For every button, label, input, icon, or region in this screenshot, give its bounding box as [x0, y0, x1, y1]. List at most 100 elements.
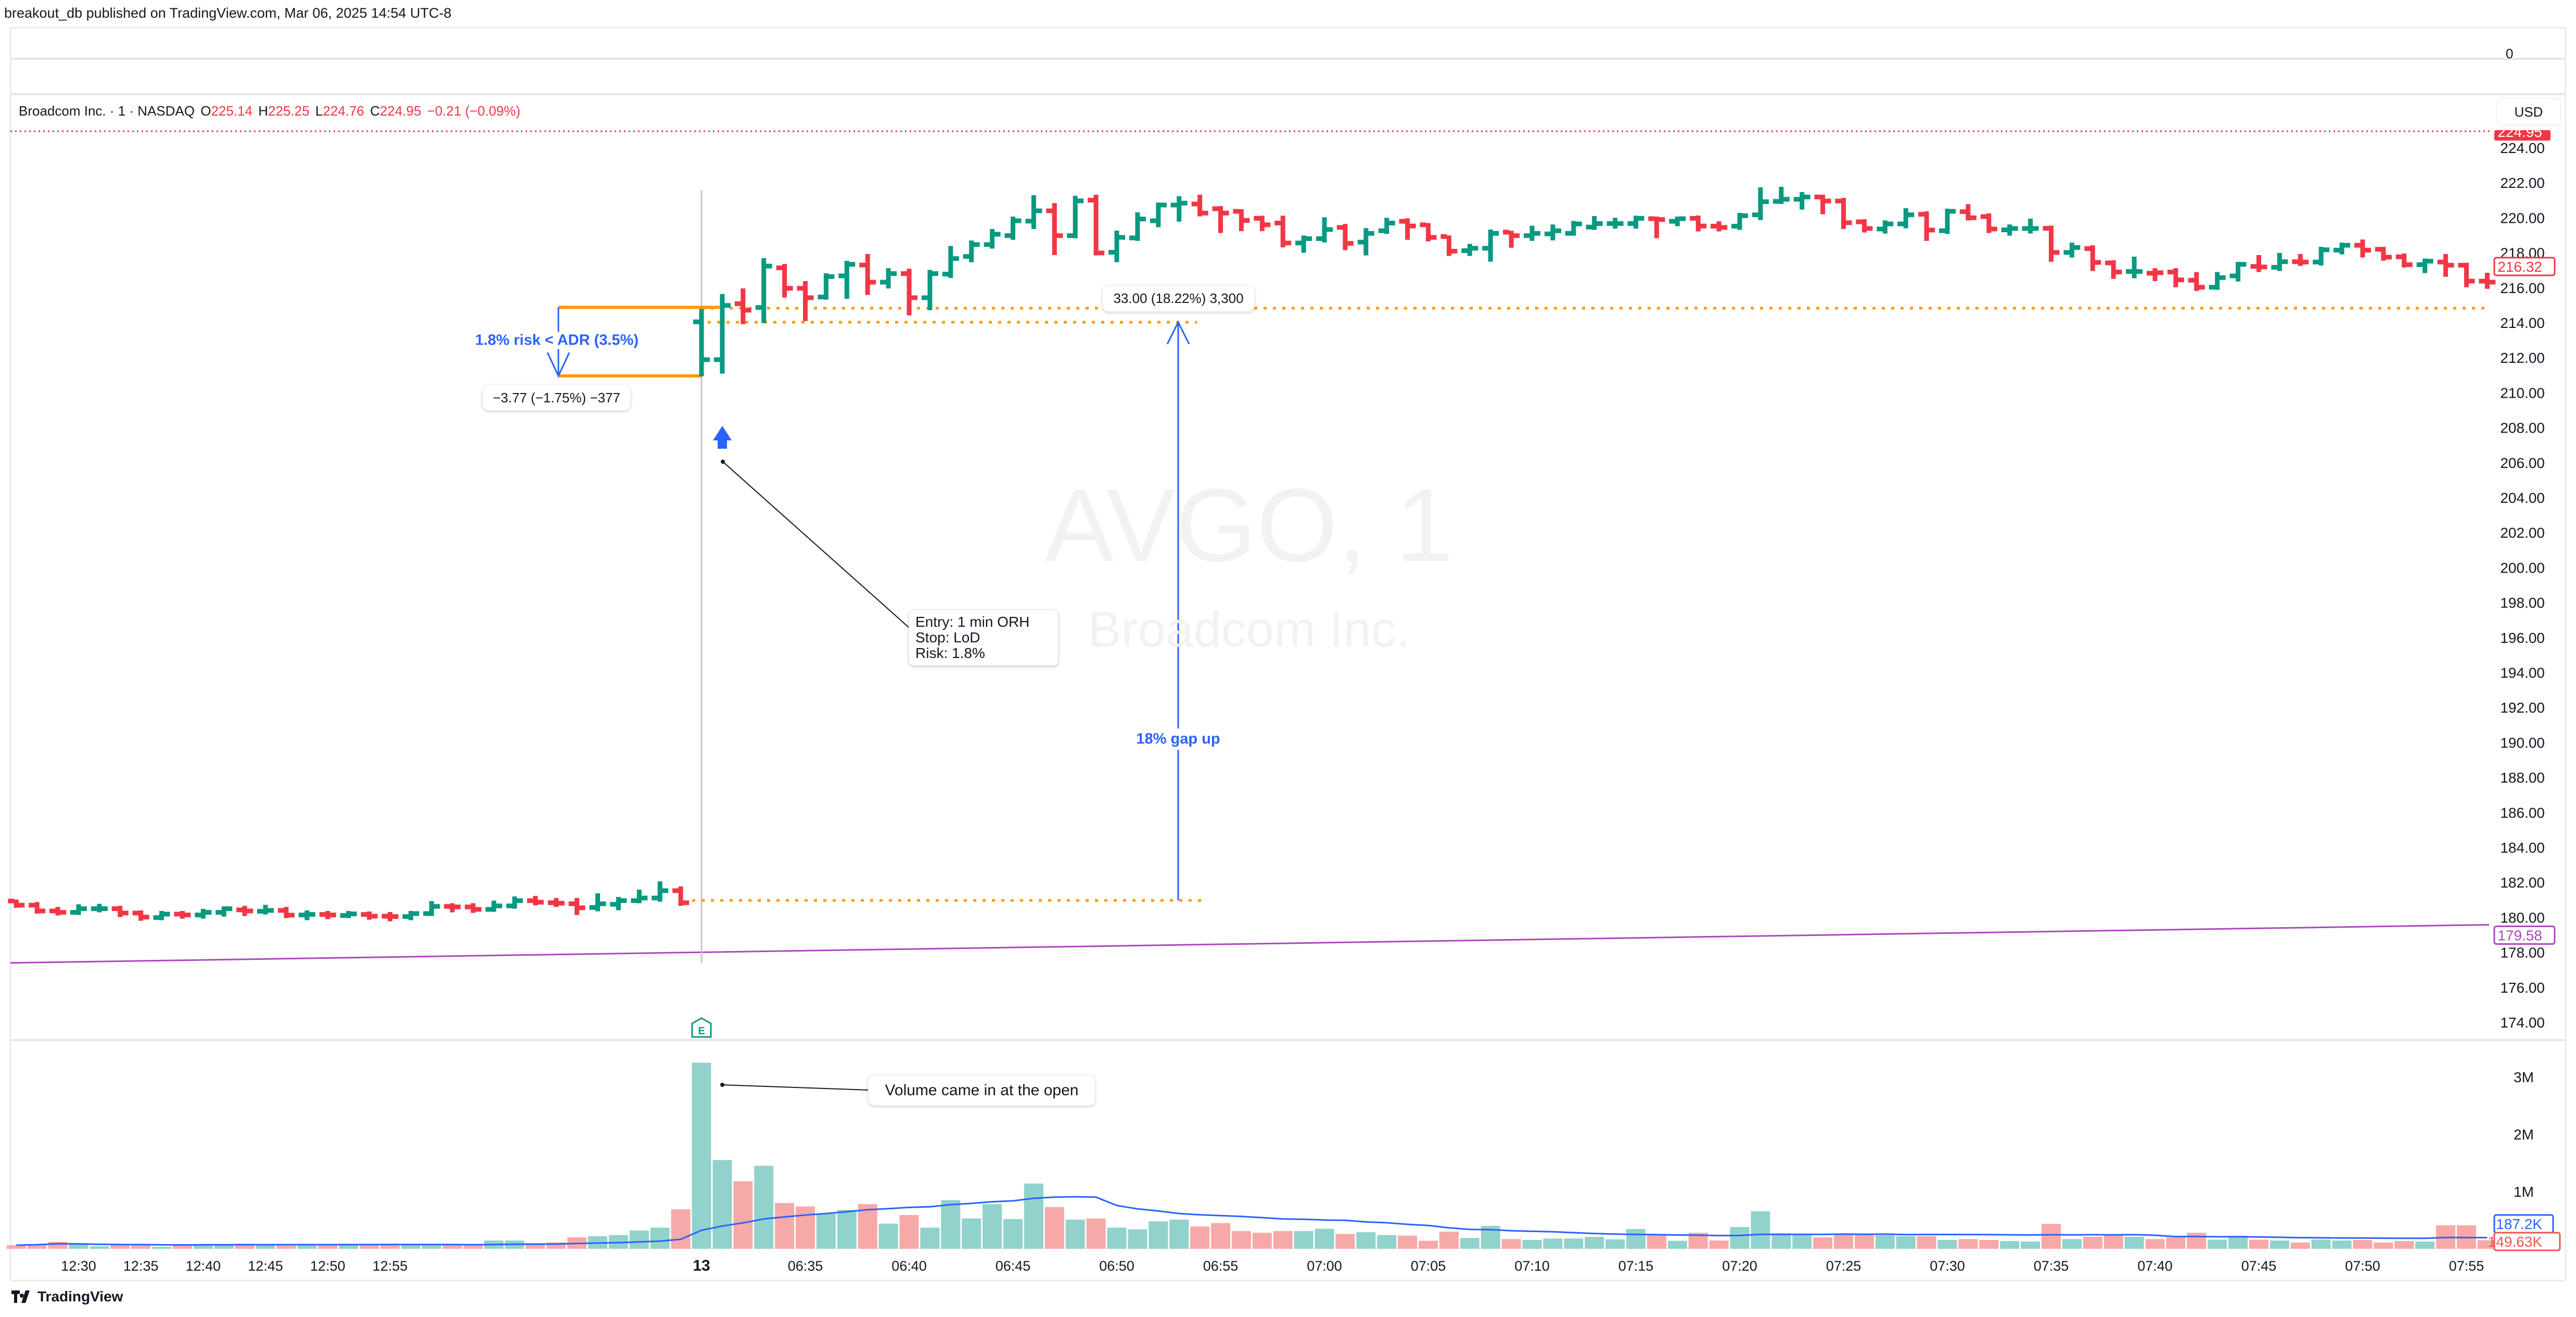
ohlc-bar — [1316, 217, 1333, 243]
bar-range — [1073, 196, 1078, 238]
entry-note-callout[interactable]: Entry: 1 min ORH Stop: LoD Risk: 1.8% — [909, 610, 1059, 666]
bar-close-tick — [1825, 198, 1831, 204]
bar-open-tick — [1150, 218, 1156, 223]
ohlc-bar — [2188, 272, 2205, 291]
bar-open-tick — [423, 911, 430, 916]
bar-open-tick — [1856, 219, 1863, 224]
price-tick-label: 194.00 — [2500, 665, 2545, 681]
ohlc-bar — [111, 906, 129, 917]
price-tick-label: 200.00 — [2500, 560, 2545, 576]
bar-close-tick — [1534, 231, 1540, 236]
high-label: H — [258, 103, 269, 119]
ohlc-bar — [2022, 219, 2039, 234]
footer-brand[interactable]: TradingView — [11, 1288, 123, 1305]
ma-value-label-box — [2493, 926, 2556, 945]
ohlc-bar — [1482, 229, 1499, 262]
ohlc-bar — [1399, 218, 1416, 240]
ohlc-bar — [1918, 211, 1935, 241]
bar-close-tick — [475, 907, 482, 912]
symbol-legend[interactable]: Broadcom Inc. · 1 · NASDAQ O225.14 H225.… — [19, 103, 522, 119]
bar-close-tick — [1617, 221, 1624, 226]
volume-bar — [858, 1204, 877, 1249]
bar-open-tick — [486, 907, 492, 912]
bar-range — [595, 893, 600, 911]
bar-range — [2194, 272, 2199, 291]
ohlc-bar — [2437, 254, 2454, 277]
ohlc-bar — [1129, 212, 1146, 241]
bar-open-tick — [153, 915, 160, 920]
bar-open-tick — [547, 900, 554, 905]
bar-open-tick — [1088, 197, 1094, 202]
bar-open-tick — [1295, 240, 1302, 246]
bar-close-tick — [1970, 215, 1976, 220]
bar-range — [1716, 221, 1721, 232]
bar-range — [2132, 256, 2137, 278]
gap-measure-label[interactable]: 33.00 (18.22%) 3,300 — [1102, 285, 1255, 312]
bar-range — [1426, 223, 1431, 242]
gap-annotation[interactable]: 18% gap up — [1136, 728, 1220, 750]
ohlc-bar — [547, 898, 565, 907]
volume-ma-value-label-text: 187.2K — [2496, 1216, 2542, 1232]
volume-bar — [1730, 1227, 1750, 1249]
ohlc-bar — [2395, 253, 2413, 268]
risk-measure-label[interactable]: −3.77 (−1.75%) −377 — [482, 385, 631, 411]
risk-annotation[interactable]: 1.8% risk < ADR (3.5%) — [475, 332, 639, 349]
bar-close-tick — [516, 898, 523, 903]
bar-range — [408, 910, 413, 920]
volume-bar — [2042, 1224, 2061, 1249]
bar-close-tick — [1077, 198, 1084, 204]
bar-open-tick — [1877, 226, 1883, 232]
bar-close-tick — [226, 906, 233, 911]
bar-close-tick — [1285, 240, 1292, 246]
price-axis[interactable]: 224.00222.00220.00218.00216.00214.00212.… — [2500, 46, 2545, 1200]
currency-button[interactable]: USD — [2496, 98, 2561, 125]
ohlc-bar — [1108, 230, 1125, 262]
ohlc-bar — [776, 264, 793, 298]
ohlc-bar — [1544, 224, 1561, 240]
ohlc-bar — [486, 901, 502, 912]
earnings-marker-label: E — [698, 1025, 705, 1037]
ohlc-bar — [1897, 208, 1915, 229]
bar-range — [907, 269, 912, 315]
volume-bar — [2311, 1239, 2331, 1249]
bar-close-tick — [849, 262, 856, 267]
ohlc-bar — [1067, 196, 1084, 238]
bar-range — [2298, 254, 2303, 266]
bar-open-tick — [527, 898, 533, 903]
bar-open-tick — [2022, 226, 2029, 231]
bar-open-tick — [2167, 270, 2174, 275]
bar-open-tick — [1254, 216, 1260, 221]
volume-note-callout[interactable]: Volume came in at the open — [868, 1075, 1095, 1106]
bar-open-tick — [2084, 246, 2091, 251]
bar-open-tick — [1108, 250, 1115, 255]
bar-close-tick — [1742, 213, 1748, 218]
bar-range — [823, 273, 828, 300]
bar-close-tick — [371, 914, 378, 919]
ohlc-bar — [2063, 243, 2081, 258]
ohlc-bar — [2001, 224, 2018, 236]
bar-close-tick — [1243, 218, 1250, 223]
bar-range — [2443, 254, 2449, 277]
ohlc-bar — [1212, 206, 1229, 233]
open-value: 225.14 — [211, 103, 253, 119]
volume-bar — [878, 1223, 898, 1249]
bar-close-tick — [2240, 262, 2247, 267]
volume-bar — [360, 1244, 379, 1249]
bar-range — [1011, 217, 1015, 240]
ohlc-bar — [132, 910, 149, 921]
bar-open-tick — [1669, 219, 1676, 224]
bar-range — [2152, 268, 2158, 282]
time-tick-label: 12:30 — [61, 1258, 96, 1274]
bar-range — [1239, 209, 1244, 231]
ohlc-bar — [1274, 216, 1292, 248]
bar-open-tick — [1129, 235, 1136, 240]
bar-close-tick — [786, 286, 793, 291]
volume-bar — [1709, 1240, 1729, 1249]
time-axis[interactable]: 12:30 12:35 12:40 12:45 12:50 12:55 13 06:35 06:… — [61, 1257, 2484, 1274]
bar-close-tick — [1451, 249, 1458, 254]
bar-range — [1634, 216, 1638, 229]
bar-close-tick — [1493, 231, 1499, 236]
volume-bar — [1626, 1229, 1646, 1249]
bar-open-tick — [1503, 230, 1510, 235]
